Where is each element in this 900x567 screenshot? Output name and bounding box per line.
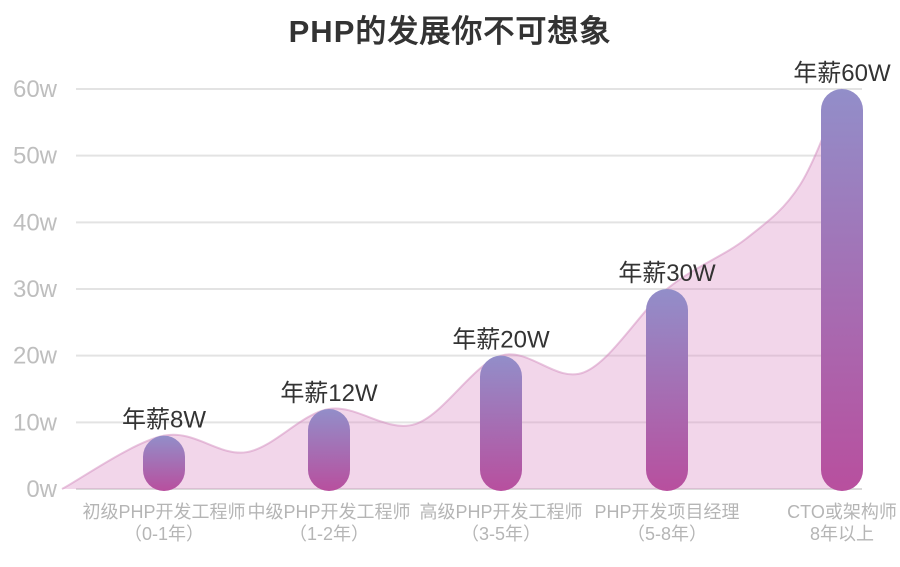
bar-annotation: 年薪12W (280, 380, 378, 407)
y-tick-label: 50w (13, 143, 58, 170)
chart-title: PHP的发展你不可想象 (288, 14, 612, 49)
area-outline (61, 88, 843, 490)
y-tick-label: 40w (13, 209, 58, 236)
salary-bar (821, 89, 863, 491)
y-tick-label: 0w (26, 476, 57, 503)
bar-annotation: 年薪30W (618, 260, 716, 287)
x-axis-category-label: 初级PHP开发工程师（0-1年） (82, 502, 245, 544)
salary-bar (143, 435, 185, 491)
x-axis-category-label: CTO或架构师 8年以上 (787, 502, 897, 544)
x-axis-category-label: PHP开发项目经理（5-8年） (594, 502, 739, 544)
y-tick-label: 60w (13, 76, 58, 103)
y-tick-label: 20w (13, 343, 58, 370)
salary-bar (308, 409, 350, 491)
bar-annotation: 年薪8W (122, 407, 206, 434)
y-tick-label: 10w (13, 409, 58, 436)
salary-bar (480, 355, 522, 491)
x-axis-category-label: 高级PHP开发工程师（3-5年） (419, 502, 582, 544)
bar-annotation: 年薪20W (452, 327, 550, 354)
x-axis-category-label: 中级PHP开发工程师（1-2年） (247, 502, 410, 544)
salary-bar (646, 289, 688, 491)
y-tick-label: 30w (13, 276, 58, 303)
bar-annotation: 年薪60W (793, 60, 891, 87)
